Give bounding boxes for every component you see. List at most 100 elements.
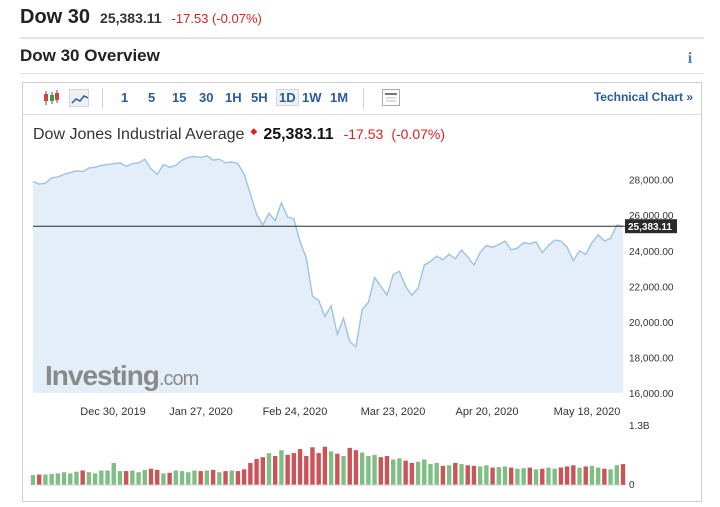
volume-bar (397, 458, 402, 485)
volume-bar (322, 446, 328, 485)
volume-bar (422, 459, 427, 485)
volume-bar (564, 466, 570, 485)
volume-bar (142, 469, 147, 485)
volume-bar (571, 465, 576, 485)
volume-bar (335, 453, 340, 485)
volume-bar (297, 449, 303, 485)
range-1[interactable]: 1 (121, 90, 129, 105)
volume-zero-label: 0 (629, 480, 635, 491)
y-tick-label: 22,000.00 (629, 282, 674, 293)
y-tick-label: 16,000.00 (629, 389, 674, 400)
volume-bar (61, 472, 67, 485)
current-price-tag (625, 219, 677, 234)
chart-toolbar: 1 5 15 30 1H 5H 1D 1W 1M Technical Chart… (23, 83, 701, 115)
info-icon[interactable]: i (687, 50, 693, 67)
y-tick-label: 28,000.00 (629, 176, 674, 187)
price-line (32, 154, 624, 349)
range-1d[interactable]: 1D (276, 89, 299, 106)
index-change: -17.53 (-0.07%) (171, 11, 262, 26)
volume-bar (546, 467, 551, 485)
page-header: Dow 30 25,383.11 -17.53 (-0.07%) (20, 6, 262, 28)
volume-bar (310, 447, 315, 485)
volume-bar (111, 462, 116, 485)
volume-bar (123, 471, 129, 485)
volume-bar (527, 467, 533, 485)
volume-bar (496, 467, 501, 485)
volume-bar (279, 450, 284, 485)
volume-bar (384, 456, 390, 485)
volume-bar (304, 456, 309, 485)
overview-divider (20, 73, 704, 74)
volume-bar (465, 465, 470, 485)
toolbar-separator (363, 88, 364, 109)
volume-bar (409, 462, 415, 485)
overview-title: Dow 30 Overview (20, 46, 160, 65)
price-area (33, 155, 623, 393)
volume-bar (341, 456, 346, 485)
volume-bar (558, 467, 564, 485)
volume-bar (186, 472, 191, 485)
volume-bar (179, 471, 185, 485)
volume-bar (55, 473, 61, 485)
volume-bar (583, 466, 588, 485)
volume-bar (614, 465, 619, 485)
y-tick-label: 24,000.00 (629, 247, 674, 258)
volume-bar (533, 469, 539, 485)
volume-bar (86, 472, 92, 485)
y-tick-label: 18,000.00 (629, 353, 674, 364)
volume-bar (266, 453, 272, 485)
volume-bar (595, 467, 601, 485)
volume-bar (254, 458, 259, 485)
range-5[interactable]: 5 (148, 90, 156, 105)
x-tick-label: Feb 24, 2020 (263, 406, 328, 418)
volume-bar (74, 471, 79, 485)
volume-bar (229, 470, 234, 485)
range-1w[interactable]: 1W (302, 90, 322, 105)
volume-bar (434, 462, 439, 485)
volume-bar (316, 453, 321, 485)
volume-bar (105, 470, 110, 485)
candlestick-icon[interactable] (41, 89, 61, 107)
volume-bar (453, 462, 458, 485)
volume-bar (577, 467, 582, 485)
range-1h[interactable]: 1H (225, 90, 242, 105)
volume-bar (161, 473, 166, 485)
volume-bar (328, 451, 334, 485)
volume-bar (359, 452, 365, 485)
x-tick-label: Jan 27, 2020 (169, 406, 233, 418)
volume-bar (136, 472, 141, 485)
volume-bar (49, 473, 54, 485)
volume-bar (477, 466, 483, 485)
volume-bar (210, 469, 216, 485)
volume-bar (366, 456, 371, 485)
volume-bar (273, 456, 278, 485)
range-15[interactable]: 15 (172, 90, 187, 105)
volume-bar (446, 465, 452, 485)
volume-bar (167, 472, 172, 485)
volume-bar (515, 468, 520, 485)
chart-title: Dow Jones Industrial Average ◆ 25,383.11… (33, 126, 445, 144)
chart-title-price: 25,383.11 (263, 126, 334, 143)
range-30[interactable]: 30 (199, 90, 214, 105)
volume-bar (378, 457, 383, 485)
line-chart-icon[interactable] (69, 89, 89, 107)
volume-bar (347, 447, 352, 485)
chart-title-change: -17.53 (343, 126, 384, 142)
range-1m[interactable]: 1M (330, 90, 349, 105)
volume-bar (68, 473, 73, 485)
volume-bar (30, 475, 36, 485)
technical-chart-link[interactable]: Technical Chart » (593, 90, 693, 104)
volume-bar (235, 471, 241, 485)
calendar-icon[interactable] (382, 89, 400, 106)
header-divider (20, 37, 704, 39)
volume-bar (484, 465, 489, 485)
chart-title-pct: (-0.07%) (391, 126, 445, 142)
x-tick-label: May 18, 2020 (554, 406, 621, 418)
volume-bar (260, 457, 265, 485)
volume-bar (440, 465, 446, 485)
volume-bar (521, 468, 526, 485)
current-price-label: 25,383.11 (628, 222, 672, 233)
range-5h[interactable]: 5H (251, 90, 268, 105)
price-chart[interactable]: 28,000.00 26,000.00 24,000.00 22,000.00 20,0… (23, 83, 701, 501)
volume-bar (291, 453, 297, 485)
